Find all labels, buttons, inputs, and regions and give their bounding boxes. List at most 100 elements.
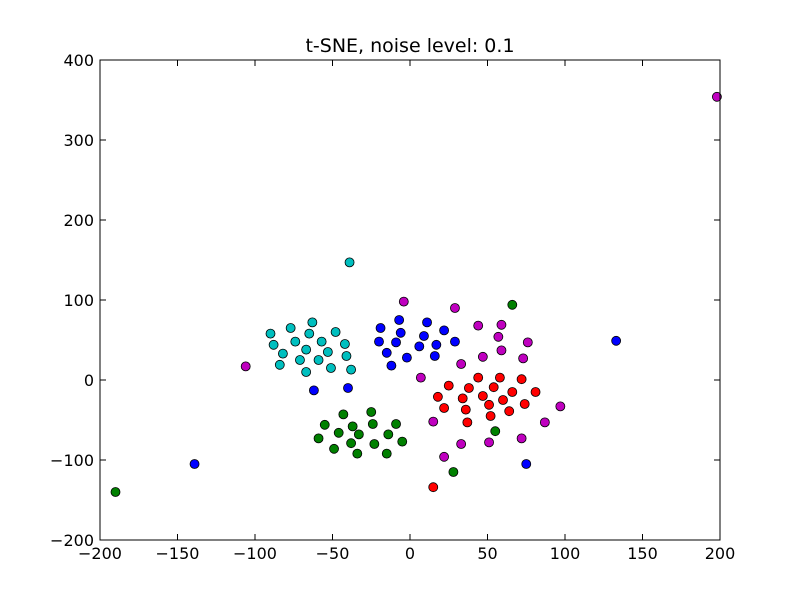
- data-point: [304, 328, 315, 339]
- data-point: [516, 433, 527, 444]
- data-point: [496, 345, 507, 356]
- y-axis: −200 −100 0 100 200 300 400: [50, 51, 720, 550]
- data-point: [375, 323, 386, 333]
- data-point: [494, 372, 505, 383]
- series-0: [265, 257, 357, 377]
- x-tick-label: −200: [78, 544, 122, 563]
- data-point: [367, 419, 378, 429]
- data-point: [439, 451, 450, 462]
- data-point: [391, 419, 401, 429]
- chart-title: t-SNE, noise level: 0.1: [305, 35, 514, 57]
- data-point: [457, 393, 468, 404]
- data-point: [414, 341, 425, 352]
- data-point: [473, 372, 484, 383]
- x-axis: −200 −150 −100 −50 0 50 100 150 200: [78, 60, 735, 563]
- data-point: [397, 436, 408, 447]
- data-point: [450, 303, 460, 313]
- data-point: [477, 351, 488, 362]
- x-tick-label: −150: [156, 544, 200, 563]
- data-point: [326, 363, 336, 373]
- y-tick-label: 300: [63, 131, 94, 150]
- data-point: [391, 337, 401, 348]
- data-point: [415, 372, 426, 383]
- data-point: [189, 459, 200, 469]
- points-layer: [110, 91, 722, 497]
- data-point: [611, 335, 622, 346]
- data-point: [498, 395, 508, 405]
- data-point: [352, 448, 363, 459]
- x-tick-label: 50: [477, 544, 497, 563]
- series-1: [189, 315, 622, 469]
- x-tick-label: 0: [405, 544, 415, 563]
- data-point: [344, 257, 355, 268]
- data-point: [484, 399, 494, 410]
- data-point: [519, 399, 530, 409]
- data-point: [274, 359, 285, 370]
- y-tick-label: −200: [50, 531, 94, 550]
- data-point: [110, 487, 121, 497]
- data-point: [507, 299, 518, 310]
- data-point: [428, 482, 439, 493]
- data-point: [456, 439, 467, 449]
- data-point: [383, 429, 394, 440]
- data-point: [341, 351, 352, 361]
- data-point: [422, 317, 432, 328]
- y-tick-label: 200: [63, 211, 94, 230]
- data-point: [477, 391, 488, 401]
- data-point: [330, 327, 341, 337]
- data-point: [462, 417, 473, 428]
- data-point: [431, 339, 442, 350]
- data-point: [339, 339, 350, 349]
- data-point: [319, 419, 330, 430]
- data-point: [448, 467, 459, 477]
- data-point: [381, 347, 392, 358]
- data-point: [381, 448, 392, 459]
- data-point: [301, 367, 312, 377]
- data-point: [301, 344, 312, 355]
- data-point: [395, 327, 406, 338]
- series-2: [240, 91, 722, 462]
- data-point: [456, 359, 467, 369]
- data-point: [401, 352, 412, 363]
- x-tick-label: −100: [233, 544, 277, 563]
- data-point: [386, 360, 397, 371]
- data-point: [484, 437, 494, 448]
- data-point: [507, 387, 518, 397]
- data-point: [333, 427, 344, 438]
- data-point: [419, 331, 429, 341]
- x-tick-label: −50: [316, 544, 350, 563]
- data-point: [539, 417, 550, 428]
- data-point: [374, 336, 384, 347]
- series-4: [110, 299, 518, 497]
- series-3: [428, 372, 541, 493]
- data-point: [265, 328, 276, 339]
- data-point: [398, 296, 409, 307]
- data-point: [369, 439, 380, 449]
- y-tick-label: 0: [84, 371, 94, 390]
- data-point: [346, 364, 357, 375]
- data-point: [712, 91, 722, 102]
- data-point: [516, 374, 527, 385]
- x-tick-label: 200: [705, 544, 736, 563]
- data-point: [338, 409, 349, 420]
- data-point: [295, 355, 305, 365]
- data-point: [346, 438, 357, 449]
- data-point: [460, 404, 471, 415]
- data-point: [268, 339, 279, 350]
- data-point: [316, 336, 327, 347]
- data-point: [443, 380, 454, 391]
- data-point: [322, 347, 333, 357]
- data-point: [394, 315, 405, 325]
- data-point: [285, 323, 296, 333]
- data-point: [313, 433, 324, 444]
- data-point: [555, 401, 566, 412]
- y-tick-label: 400: [63, 51, 94, 70]
- x-tick-label: 150: [627, 544, 658, 563]
- data-point: [353, 429, 364, 440]
- data-point: [307, 317, 318, 328]
- data-point: [439, 325, 450, 336]
- data-point: [308, 385, 319, 396]
- data-point: [313, 355, 324, 365]
- data-point: [439, 403, 450, 413]
